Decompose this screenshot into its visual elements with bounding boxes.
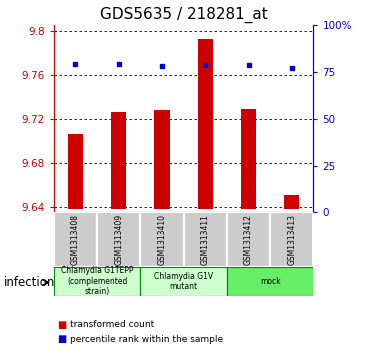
Text: ■: ■ [58,320,67,330]
Text: GSM1313412: GSM1313412 [244,214,253,265]
Text: GSM1313411: GSM1313411 [201,214,210,265]
Text: Chlamydia G1V
mutant: Chlamydia G1V mutant [154,272,213,291]
Bar [54,267,140,296]
Text: Chlamydia G1TEPP
(complemented
strain): Chlamydia G1TEPP (complemented strain) [61,266,133,296]
Text: GSM1313408: GSM1313408 [71,214,80,265]
Text: GSM1313410: GSM1313410 [158,214,167,265]
Text: percentile rank within the sample: percentile rank within the sample [70,335,224,344]
Bar [284,195,299,209]
Bar [270,212,313,267]
Bar [140,212,184,267]
Bar [227,212,270,267]
Text: infection: infection [4,276,55,289]
Text: mock: mock [260,277,280,286]
Text: ■: ■ [58,334,67,344]
Bar [198,38,213,209]
Text: GSM1313413: GSM1313413 [288,214,296,265]
Bar [140,267,227,296]
Bar [68,134,83,209]
Bar [54,212,97,267]
Text: transformed count: transformed count [70,321,155,329]
Bar [111,112,126,209]
Bar [97,212,140,267]
Bar [154,110,170,209]
Bar [241,109,256,209]
Bar [227,267,313,296]
Bar [184,212,227,267]
Text: GSM1313409: GSM1313409 [114,214,123,265]
Title: GDS5635 / 218281_at: GDS5635 / 218281_at [100,7,267,23]
